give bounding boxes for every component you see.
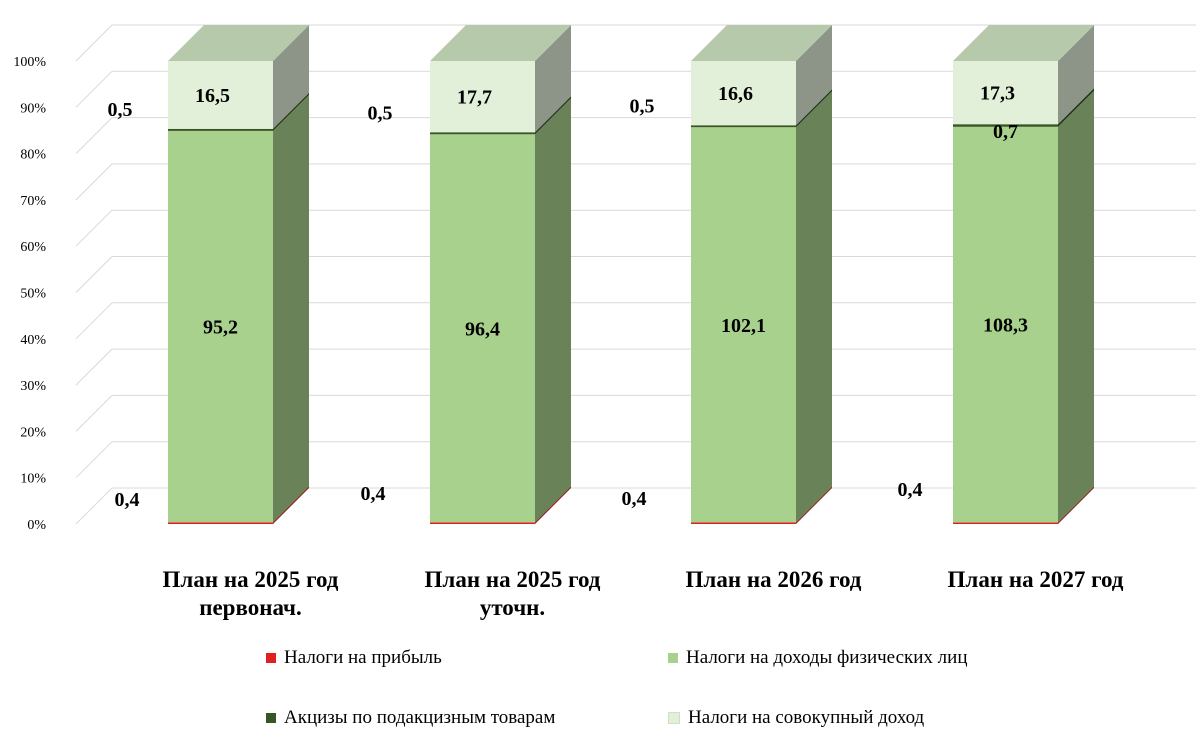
x-category-label: План на 2027 год <box>948 567 1124 592</box>
y-tick-label: 40% <box>20 333 46 348</box>
bar-segment-side <box>535 96 571 135</box>
data-label-income-tax: 95,2 <box>203 317 238 339</box>
data-label-aggregate-income-tax: 16,5 <box>195 85 230 107</box>
data-label-income-tax: 102,1 <box>721 315 766 337</box>
data-label-profit-tax: 0,4 <box>115 489 140 511</box>
data-label-aggregate-income-tax: 17,7 <box>457 87 492 109</box>
bar-segment-side <box>1058 88 1094 127</box>
bar-top <box>430 25 571 61</box>
data-label-excise: 0,5 <box>630 95 655 117</box>
bar-segment <box>430 522 535 524</box>
data-label-profit-tax: 0,4 <box>622 488 647 510</box>
gridline-side <box>75 117 113 154</box>
bar-segment-side <box>273 25 309 129</box>
y-axis: 0% 10% 20% 30% 40% 50% 60% 70% 80% 90% 100% <box>13 55 46 533</box>
bar-segment <box>953 126 1058 523</box>
gridline-side <box>75 70 113 108</box>
y-tick-label: 10% <box>20 472 46 487</box>
bar-segment <box>953 124 1058 127</box>
x-category-label: первонач. <box>199 595 302 620</box>
y-tick-label: 60% <box>20 240 46 255</box>
data-label-aggregate-income-tax: 16,6 <box>718 83 753 105</box>
bar-segment-side <box>535 98 571 523</box>
bar-top <box>168 25 309 61</box>
x-category-label: уточн. <box>480 595 545 620</box>
bar-segment <box>691 127 796 523</box>
bar-segment <box>430 132 535 135</box>
bar-segment <box>691 61 796 126</box>
bar-segment <box>953 522 1058 524</box>
gridline-side <box>75 256 113 293</box>
bar-segment <box>691 522 796 524</box>
y-tick-label: 0% <box>27 518 46 533</box>
data-label-profit-tax: 0,4 <box>898 479 923 501</box>
gridline-side <box>75 163 113 201</box>
bar-segment-side <box>1058 25 1094 125</box>
bar-segment-side <box>535 25 571 133</box>
gridline-side <box>75 441 113 479</box>
data-label-profit-tax: 0,4 <box>361 483 386 505</box>
data-label-excise: 0,5 <box>368 102 393 124</box>
bar-segment <box>430 61 535 133</box>
bar-segment <box>691 125 796 128</box>
bar-segment-side <box>796 25 832 126</box>
bar-top <box>691 25 832 61</box>
data-label-income-tax: 108,3 <box>983 315 1028 337</box>
bar-segment <box>168 128 273 131</box>
y-tick-label: 100% <box>13 55 46 70</box>
data-label-excise: 0,5 <box>108 99 133 121</box>
x-category-label: План на 2025 год <box>163 567 339 592</box>
y-tick-label: 90% <box>20 101 46 116</box>
bar-segment-side <box>796 89 832 128</box>
data-label-excise: 0,7 <box>993 121 1018 143</box>
gridline-side <box>75 24 113 62</box>
bar-segment <box>430 134 535 523</box>
x-category-label: План на 2026 год <box>686 567 862 592</box>
bar-segment-side <box>535 486 571 524</box>
x-category-label: План на 2025 год <box>425 567 601 592</box>
gridline-side <box>75 209 113 247</box>
x-axis-categories: План на 2025 год первонач. План на 2025 го… <box>163 567 1124 620</box>
y-tick-label: 20% <box>20 425 46 440</box>
data-labels: 0,4 95,2 0,5 16,5 0,4 96,4 0,5 17,7 0,4 102,1 0,5 1… <box>108 83 1029 511</box>
bar-segment <box>168 522 273 524</box>
y-tick-label: 50% <box>20 287 46 302</box>
data-label-income-tax: 96,4 <box>465 318 500 340</box>
bar-segment-side <box>273 92 309 131</box>
y-tick-label: 30% <box>20 379 46 394</box>
bar-segment <box>953 61 1058 125</box>
bar-segment-side <box>796 486 832 524</box>
y-tick-label: 80% <box>20 148 46 163</box>
data-label-aggregate-income-tax: 17,3 <box>980 83 1015 105</box>
bar-segment-side <box>273 94 309 523</box>
gridline-side <box>75 302 113 340</box>
bar-segment <box>168 130 273 523</box>
bar-segment-side <box>273 486 309 524</box>
gridline-side <box>75 348 113 386</box>
bar-segment <box>168 61 273 129</box>
y-tick-label: 70% <box>20 194 46 209</box>
gridline-side <box>75 487 113 525</box>
bar-segment-side <box>796 91 832 523</box>
bars <box>168 25 1094 524</box>
bar-segment-side <box>1058 486 1094 524</box>
bar-top <box>953 25 1094 61</box>
bar-segment-side <box>1058 90 1094 523</box>
gridline-side <box>75 395 113 432</box>
